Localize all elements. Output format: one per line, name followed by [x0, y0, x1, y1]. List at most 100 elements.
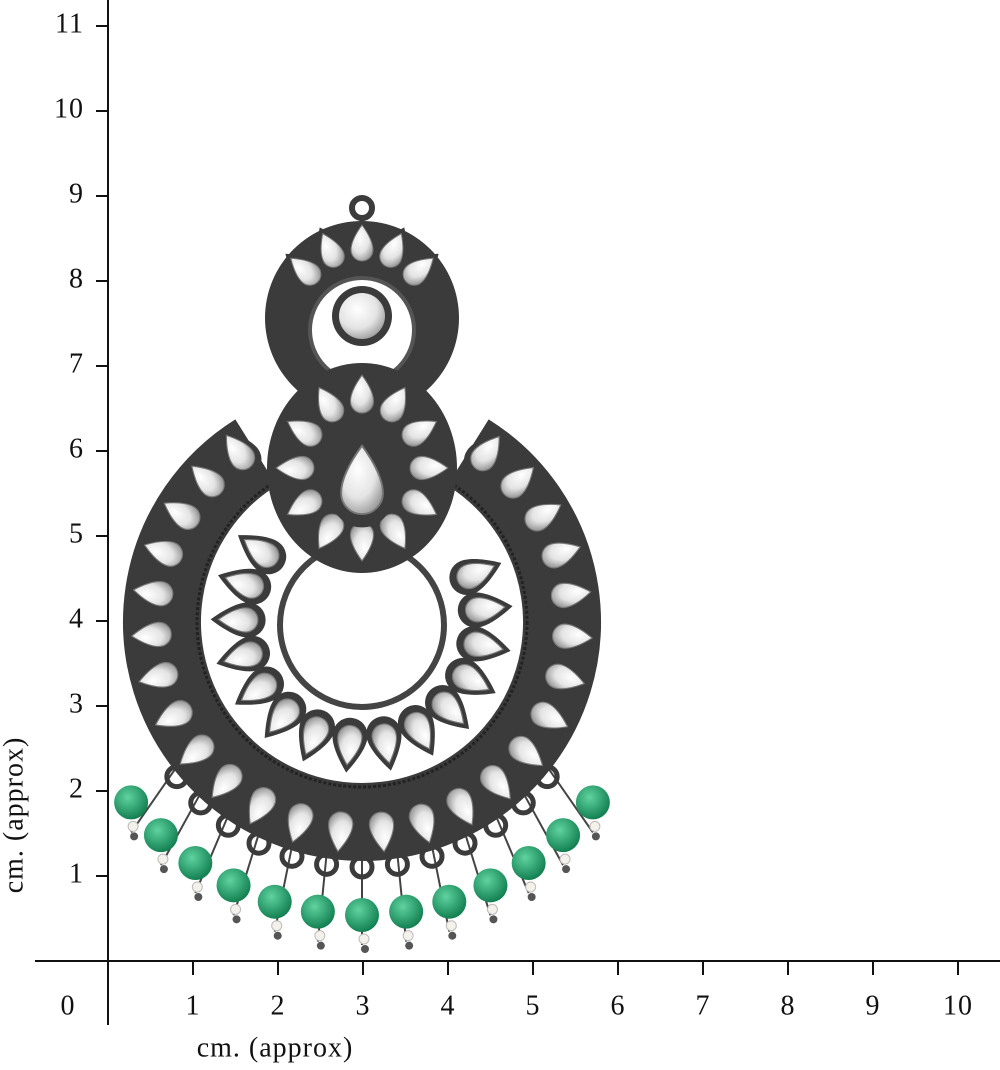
kundan-stone: [402, 451, 456, 485]
stone: [317, 386, 345, 423]
stone: [317, 513, 345, 550]
stone: [211, 763, 243, 799]
center-stone: [339, 293, 385, 339]
green-bead: [345, 898, 379, 932]
wire: [160, 792, 202, 866]
kundan-stone: [366, 716, 402, 771]
kundan-stone: [538, 658, 592, 694]
stone: [371, 723, 397, 764]
pin-end: [405, 941, 414, 950]
y-tick-label: 3: [69, 688, 84, 719]
kundan-stone: [268, 451, 322, 485]
kundan-stone: [148, 694, 200, 731]
kundan-stone: [283, 796, 320, 850]
kundan-stone: [332, 717, 368, 773]
pin-end: [316, 941, 325, 950]
green-bead: [143, 818, 178, 853]
kundan-stone: [331, 432, 393, 528]
kundan-stone: [398, 705, 435, 756]
stone: [269, 698, 300, 733]
y-tick-label: 2: [69, 773, 84, 804]
kundan-stone: [235, 666, 284, 705]
pin-end: [130, 832, 139, 841]
stone: [401, 420, 438, 447]
kundan-stone: [207, 757, 250, 804]
stone: [328, 811, 354, 853]
kundan-stone: [523, 695, 575, 733]
kundan-stone: [456, 626, 511, 662]
y-tick-label: 9: [69, 178, 84, 209]
kundan-stone: [457, 592, 513, 628]
green-bead: [389, 894, 424, 929]
kundan-stone: [473, 758, 516, 805]
stone: [401, 489, 438, 516]
kundan-stone: [449, 559, 502, 596]
stone: [163, 502, 201, 530]
stone: [541, 542, 582, 569]
stone: [451, 663, 490, 692]
pin-end: [448, 931, 457, 940]
x-tick-label: 9: [866, 990, 881, 1021]
pearl: [314, 930, 326, 942]
stone: [379, 232, 404, 268]
kundan-stone: [493, 462, 540, 506]
y-tick-label: 10: [54, 93, 84, 124]
x-tick-label: 7: [696, 990, 711, 1021]
kundan-stone: [373, 227, 407, 275]
kundan-stone: [363, 804, 399, 860]
x-tick-label: 10: [943, 990, 973, 1021]
kundan-stone: [395, 416, 443, 453]
kundan-stone: [345, 367, 379, 421]
stone: [402, 257, 434, 286]
green-bead: [216, 868, 251, 903]
stone: [349, 374, 375, 414]
green-bead: [575, 785, 610, 820]
y-tick-label: 7: [69, 348, 84, 379]
x-axis-title: cm. (approx): [197, 1032, 354, 1063]
stone: [290, 257, 322, 286]
stone: [302, 716, 330, 756]
kundan-stone: [346, 218, 378, 268]
y-tick-label: 11: [55, 8, 84, 39]
kundan-stone: [210, 602, 266, 638]
stone: [337, 724, 363, 766]
kundan-stone: [425, 685, 470, 730]
kundan-stone: [395, 483, 443, 520]
y-tick-label: 1: [69, 858, 84, 889]
kundan-stone: [157, 498, 208, 537]
stone: [154, 700, 193, 727]
pin-end: [273, 931, 282, 940]
stone: [403, 711, 432, 750]
kundan-stone: [396, 253, 439, 292]
kundan-stone: [124, 616, 179, 652]
kundan-stone: [281, 483, 329, 520]
pearl: [486, 903, 498, 915]
kundan-stone: [403, 796, 439, 850]
y-axis-title: cm. (approx): [0, 737, 29, 894]
stone: [368, 811, 395, 853]
pin-end: [232, 915, 241, 924]
stone: [379, 513, 407, 550]
pearl: [402, 930, 414, 942]
x-tick-label: 2: [271, 990, 286, 1021]
origin-label: 0: [61, 990, 76, 1021]
kundan-stone: [218, 568, 272, 605]
kundan-stone: [463, 430, 504, 479]
kundan-stone: [501, 729, 549, 771]
y-tick-label: 6: [69, 433, 84, 464]
kundan-stone: [445, 658, 496, 695]
stone: [470, 435, 500, 472]
green-bead: [178, 845, 213, 880]
stone: [222, 641, 263, 668]
pin-end: [562, 865, 571, 874]
stone: [530, 701, 569, 729]
stone: [464, 597, 506, 623]
green-bead: [300, 894, 335, 929]
x-tick-label: 3: [356, 990, 371, 1021]
stone: [138, 661, 179, 688]
kundan-stone: [216, 635, 270, 672]
x-tick-label: 1: [186, 990, 201, 1021]
y-tick-label: 5: [69, 518, 84, 549]
stone: [500, 467, 535, 499]
kundan-stone: [245, 780, 283, 831]
